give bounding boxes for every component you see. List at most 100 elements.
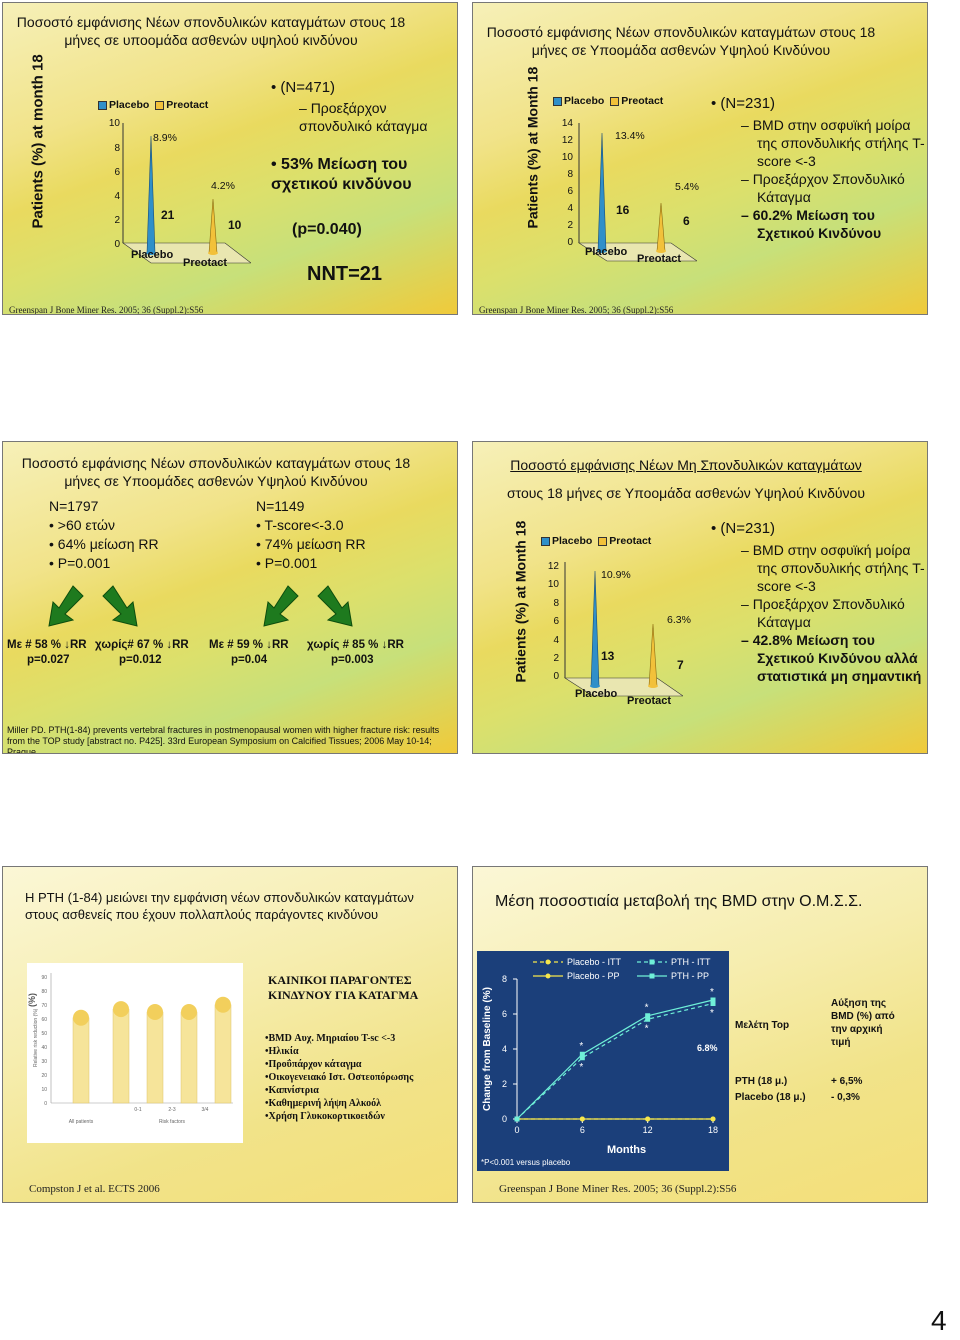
svg-text:10: 10 xyxy=(41,1087,47,1093)
svg-text:70: 70 xyxy=(41,1003,47,1009)
significance-star: * xyxy=(579,1041,583,1052)
x-tick-label: 18 xyxy=(708,1125,718,1135)
legend-label: PTH - ITT xyxy=(671,957,711,967)
slide-title: Ποσοστό εμφάνισης Νέων σπονδυλικών καταγ… xyxy=(21,455,411,489)
sub-bullet: – BMD στην οσφυϊκή μοίρα της σπονδυλικής… xyxy=(741,542,925,684)
tick: 14 xyxy=(561,118,573,129)
series-line xyxy=(516,999,714,1120)
slide-title: Μέση ποσοστιαία μεταβολή της BMD στην Ο.… xyxy=(495,893,863,910)
bar-chart xyxy=(563,562,683,697)
bar-placebo xyxy=(590,570,600,688)
bmd-line-chart: Change from Baseline (%) Placebo - ITT Pl… xyxy=(477,951,729,1171)
citation: Compston J et al. ECTS 2006 xyxy=(29,1183,160,1195)
legend-label: PTH - PP xyxy=(671,971,709,981)
y-axis-label: Patients (%) at month 18 xyxy=(29,54,47,229)
svg-text:2-3: 2-3 xyxy=(168,1107,175,1113)
data-point xyxy=(645,1116,651,1122)
legend-marker xyxy=(649,959,655,965)
tick: 2 xyxy=(553,653,559,664)
svg-text:50: 50 xyxy=(41,1031,47,1037)
x-label-placebo: Placebo xyxy=(575,688,618,700)
svg-text:90: 90 xyxy=(41,975,47,981)
risk-factors-title: ΚΑΙΝΙΚΟΙ ΠΑΡΑΓΟΝΤΕΣ ΚΙΝΔΥΝΟΥ ΓΙΑ ΚΑΤΑΓΜΑ xyxy=(268,973,419,1002)
group-left: N=1797 • >60 ετών • 64% μείωση RR • P=0.… xyxy=(49,498,159,571)
bar-preotact xyxy=(208,198,218,255)
svg-text:80: 80 xyxy=(41,989,47,995)
tick: 2 xyxy=(114,215,120,226)
tick: 10 xyxy=(108,118,120,129)
table-cell: Μελέτη Top xyxy=(735,1020,790,1031)
bar-preotact xyxy=(648,623,658,688)
svg-text:Risk factors: Risk factors xyxy=(159,1119,186,1125)
y-axis-label: Patients (%) at Month 18 xyxy=(524,66,541,229)
bar-value-label: 5.4% xyxy=(675,181,699,193)
y-tick-label: 0 xyxy=(502,1114,507,1124)
tick: 12 xyxy=(561,135,573,146)
y-axis-label: Patients (%) at Month 18 xyxy=(512,520,529,683)
legend-placebo: Placebo xyxy=(552,535,593,547)
legend-label: Placebo - PP xyxy=(567,971,620,981)
nnt: NNT=21 xyxy=(307,263,383,285)
significance-star: * xyxy=(710,1008,714,1019)
svg-text:0-1: 0-1 xyxy=(134,1107,141,1113)
svg-text:60: 60 xyxy=(41,1017,47,1023)
svg-text:0: 0 xyxy=(44,1101,47,1107)
legend-preotact: Preotact xyxy=(166,99,209,111)
significance-star: * xyxy=(579,1062,583,1073)
data-point xyxy=(710,997,716,1003)
tick: 6 xyxy=(567,186,573,197)
result: Με # 58 % ↓RR p=0.027 xyxy=(7,639,87,666)
bullet: • (N=231) xyxy=(711,520,776,537)
citation: Greenspan J Bone Miner Res. 2005; 36 (Su… xyxy=(9,305,204,315)
citation: Greenspan J Bone Miner Res. 2005; 36 (Su… xyxy=(479,305,674,315)
bar-value-label: 13.4% xyxy=(615,130,645,142)
slide-4: Ποσοστό εμφάνισης Νέων Μη Σπονδυλικών κα… xyxy=(472,441,928,754)
p-value: (p=0.040) xyxy=(292,221,362,238)
arrow-down-right-icon xyxy=(102,585,138,627)
svg-text:20: 20 xyxy=(41,1073,47,1079)
legend-marker xyxy=(545,973,551,979)
significance-star: * xyxy=(710,987,714,998)
result: χωρίς# 67 % ↓RR p=0.012 xyxy=(95,639,189,666)
data-point xyxy=(514,1116,520,1122)
x-tick-label: 12 xyxy=(643,1125,653,1135)
group-right: N=1149 • T-score<-3.0 • 74% μείωση RR • … xyxy=(256,498,366,571)
slide-1: Ποσοστό εμφάνισης Νέων σπονδυλικών καταγ… xyxy=(2,2,458,315)
svg-text:All patients: All patients xyxy=(69,1119,94,1125)
bar-chart xyxy=(577,123,697,262)
table-cell: + 6,5% xyxy=(831,1076,863,1087)
x-axis-label: Months xyxy=(607,1144,646,1156)
tick: 6 xyxy=(114,167,120,178)
table-cell: Placebo (18 μ.) xyxy=(735,1092,806,1103)
legend-preotact: Preotact xyxy=(609,535,652,547)
slide-5: Η PTH (1-84) μειώνει την εμφάνιση νέων σ… xyxy=(2,866,458,1203)
y-axis-label: Change from Baseline (%) xyxy=(482,987,493,1111)
legend: Placebo Preotact xyxy=(553,95,663,107)
group-head: N=1797 xyxy=(49,498,99,514)
bar-value-label: 8.9% xyxy=(153,132,177,144)
bar-count: 10 xyxy=(228,218,242,232)
risk-bar xyxy=(214,1004,232,1104)
legend-marker xyxy=(545,959,551,965)
table-cell: PTH (18 μ.) xyxy=(735,1076,788,1087)
slide-6: Μέση ποσοστιαία μεταβολή της BMD στην Ο.… xyxy=(472,866,928,1203)
data-point xyxy=(579,1051,585,1057)
legend-marker xyxy=(649,973,655,979)
tick: 0 xyxy=(114,239,120,250)
citation: Greenspan J Bone Miner Res. 2005; 36 (Su… xyxy=(499,1183,737,1195)
x-tick-label: 6 xyxy=(580,1125,585,1135)
risk-factors-list: •BMD Αυχ. Μηριαίου T-sc <-3 •Ηλικία •Προ… xyxy=(265,1033,414,1122)
bar-preotact xyxy=(656,202,666,253)
bar-placebo xyxy=(597,132,607,253)
tick: 8 xyxy=(567,169,573,180)
bar-value-label: 4.2% xyxy=(211,180,235,192)
bullet: • (N=231) xyxy=(711,95,776,112)
x-label-placebo: Placebo xyxy=(131,249,174,261)
series-line xyxy=(516,1002,714,1120)
citation: Miller PD. PTH(1-84) prevents vertebral … xyxy=(7,725,440,754)
bar-count: 16 xyxy=(616,203,630,217)
risk-bar xyxy=(112,1008,130,1104)
annotation: 6.8% xyxy=(697,1043,718,1053)
result: χωρίς # 85 % ↓RR p=0.003 xyxy=(307,639,404,666)
tick: 2 xyxy=(567,220,573,231)
